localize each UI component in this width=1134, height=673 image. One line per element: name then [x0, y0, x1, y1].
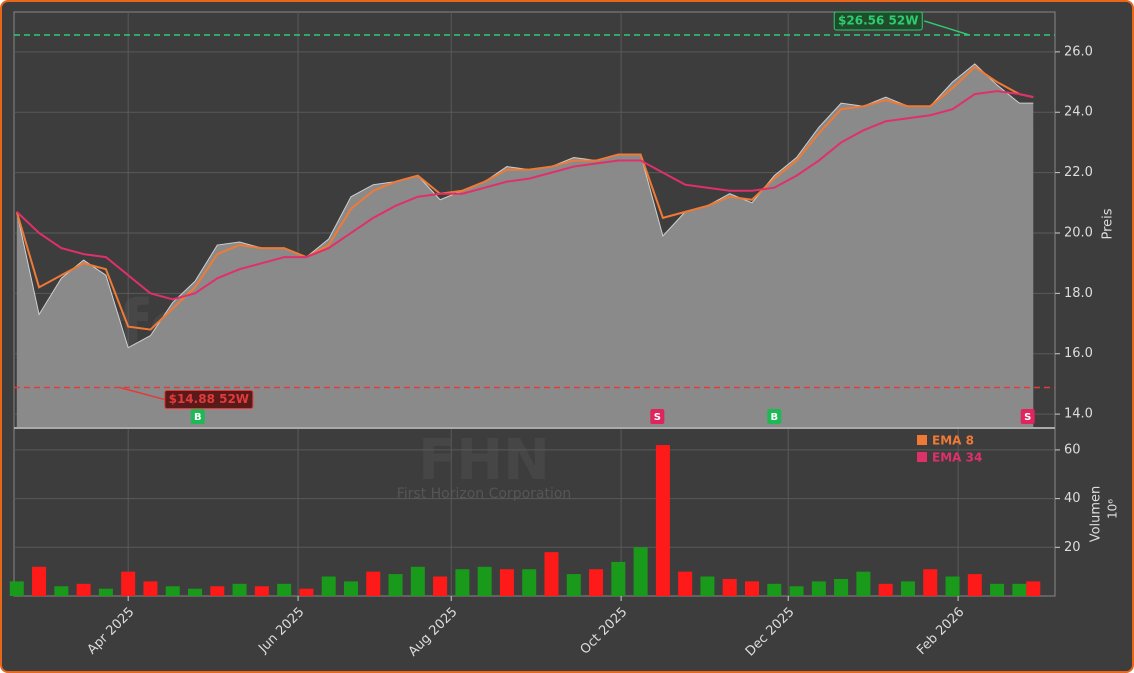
y-tick-label: 26.0 [1064, 44, 1093, 59]
signal-marker [767, 409, 782, 424]
volume-bar [477, 566, 492, 596]
volume-bar [789, 586, 804, 596]
price-area [16, 63, 1034, 428]
volume-bar [232, 583, 247, 596]
legend-swatch [917, 435, 927, 445]
volume-bar [834, 578, 849, 596]
legend-label: EMA 8 [932, 434, 974, 448]
volume-bar [856, 571, 871, 596]
x-tick-label: Apr 2025 [85, 605, 138, 658]
volume-bar [745, 581, 760, 596]
volume-bar [945, 576, 960, 596]
volume-bar [589, 569, 604, 596]
volume-bar [165, 586, 180, 596]
x-tick-label: Aug 2025 [406, 605, 461, 660]
volume-bar [900, 581, 915, 596]
signal-label: S [654, 412, 661, 423]
volume-bar [321, 576, 336, 596]
volume-bar [277, 583, 292, 596]
y-tick-label: 14.0 [1064, 407, 1093, 422]
volume-bar [700, 576, 715, 596]
volume-bar [811, 581, 826, 596]
volume-bar [878, 583, 893, 596]
volume-bar [98, 588, 113, 596]
volume-bar [143, 581, 158, 596]
y-axis-unit: 10⁶ [1106, 499, 1120, 519]
annotation-arrow [119, 386, 166, 401]
volume-bar [1026, 581, 1041, 596]
y-axis-label: Volumen [1089, 486, 1104, 543]
volume-bar [1012, 583, 1027, 596]
volume-bar [343, 581, 358, 596]
legend-swatch [917, 452, 927, 462]
y-tick-label: 60 [1064, 442, 1081, 457]
annotation-box [164, 390, 254, 410]
volume-bar [366, 571, 381, 596]
volume-bar [299, 588, 314, 596]
signal-label: B [770, 412, 778, 423]
signal-marker [190, 409, 205, 424]
volume-bar [633, 547, 648, 596]
volume-bar [967, 574, 982, 596]
y-axis-label: Preis [1101, 208, 1116, 239]
annotation-arrow [924, 20, 970, 36]
signal-label: B [194, 412, 202, 423]
signal-label: S [1024, 412, 1031, 423]
volume-bar [188, 588, 203, 596]
volume-bar [254, 586, 269, 596]
volume-bar [767, 583, 782, 596]
company-watermark: First Horizon Corporation [397, 486, 572, 502]
annotation-label: $26.56 52W [838, 13, 918, 27]
volume-bar [544, 552, 559, 596]
volume-bar [566, 574, 581, 596]
volume-bar [121, 571, 136, 596]
annotation-box [833, 11, 923, 31]
volume-bar [990, 583, 1005, 596]
volume-bar [76, 583, 91, 596]
volume-bar [54, 586, 69, 596]
y-tick-label: 24.0 [1064, 105, 1093, 120]
volume-bar [499, 569, 514, 596]
volume-bar [678, 571, 693, 596]
signal-marker [650, 409, 665, 424]
volume-bar [388, 574, 403, 596]
symbol-watermark: FHN [418, 428, 550, 493]
y-tick-label: 20.0 [1064, 225, 1093, 240]
annotation-label: $14.88 52W [169, 392, 249, 406]
legend-label: EMA 34 [932, 451, 982, 465]
volume-bar [522, 569, 537, 596]
y-tick-label: 40 [1064, 491, 1081, 506]
volume-bar [722, 578, 737, 596]
volume-bar [923, 569, 938, 596]
ema-line [16, 90, 1034, 301]
x-tick-label: Dec 2025 [743, 605, 798, 660]
volume-bar [9, 581, 24, 596]
x-tick-label: Oct 2025 [578, 605, 631, 658]
y-tick-label: 16.0 [1064, 346, 1093, 361]
y-tick-label: 20 [1064, 540, 1081, 555]
y-tick-label: 22.0 [1064, 165, 1093, 180]
signal-marker [1020, 409, 1035, 424]
x-tick-label: Feb 2026 [914, 605, 967, 658]
volume-bar [210, 586, 225, 596]
volume-bar [410, 566, 425, 596]
x-tick-label: Jun 2025 [255, 605, 307, 657]
volume-bar [455, 569, 470, 596]
volume-bar [433, 576, 448, 596]
volume-bar [611, 561, 626, 596]
y-tick-label: 18.0 [1064, 286, 1093, 301]
volume-bar [655, 445, 670, 596]
volume-bar [32, 566, 47, 596]
